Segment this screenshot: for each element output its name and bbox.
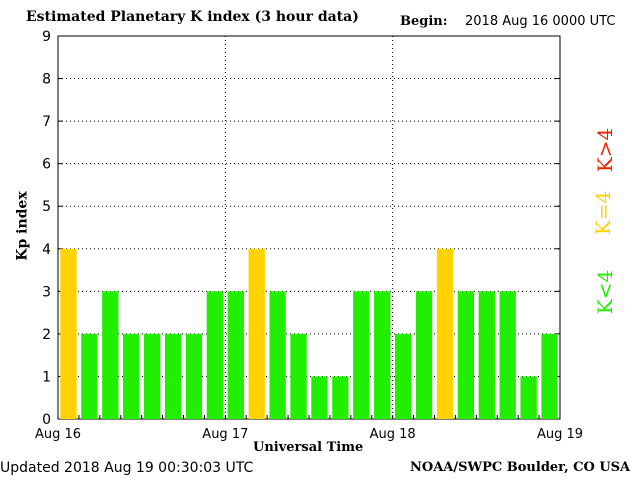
kp-bar <box>541 333 558 419</box>
kp-bar <box>415 291 433 419</box>
kp-bar <box>520 376 537 419</box>
x-tick-label: Aug 16 <box>35 427 81 442</box>
updated-timestamp: Updated 2018 Aug 19 00:30:03 UTC <box>0 460 254 476</box>
source-credit: NOAA/SWPC Boulder, CO USA <box>410 460 631 475</box>
kp-bar <box>227 291 244 419</box>
y-tick-label: 7 <box>42 114 51 130</box>
y-tick-label: 8 <box>42 72 51 88</box>
kp-bar <box>269 291 286 419</box>
kp-bar <box>478 291 495 419</box>
kp-bar <box>206 291 224 419</box>
y-tick-label: 4 <box>42 242 51 258</box>
kp-bar <box>164 333 182 419</box>
y-tick-label: 3 <box>42 284 51 300</box>
x-axis-label: Universal Time <box>253 440 364 455</box>
begin-value: 2018 Aug 16 0000 UTC <box>465 14 616 29</box>
x-tick-label: Aug 19 <box>537 427 583 442</box>
y-tick-label: 5 <box>42 199 51 215</box>
x-tick-label: Aug 18 <box>370 427 416 442</box>
kp-bar <box>436 248 454 419</box>
kp-bar <box>499 291 516 419</box>
legend-low: K<4 <box>593 269 618 315</box>
kp-bar <box>81 333 98 419</box>
x-tick-label: Aug 17 <box>202 427 248 442</box>
y-tick-label: 6 <box>42 157 51 173</box>
chart-title: Estimated Planetary K index (3 hour data… <box>26 9 359 25</box>
kp-bar <box>332 376 349 419</box>
kp-bar <box>102 291 119 419</box>
y-axis-label: Kp index <box>14 191 31 261</box>
kp-bar <box>311 376 328 419</box>
y-tick-label: 2 <box>42 327 51 343</box>
kp-bar <box>60 248 77 419</box>
kp-bar <box>185 333 203 419</box>
kp-bar <box>123 333 140 419</box>
kp-bar <box>143 333 161 419</box>
begin-label: Begin: <box>400 14 448 29</box>
kp-bar <box>394 333 412 419</box>
y-tick-label: 0 <box>42 412 51 428</box>
y-tick-label: 9 <box>42 29 51 45</box>
kp-bar <box>457 291 475 419</box>
kp-bar <box>248 248 265 419</box>
kp-bar <box>290 333 307 419</box>
kp-bar <box>353 291 370 419</box>
y-tick-label: 1 <box>42 369 51 385</box>
legend-high: K>4 <box>593 127 618 173</box>
kp-bar <box>374 291 391 419</box>
legend-mid: K=4 <box>591 190 616 236</box>
